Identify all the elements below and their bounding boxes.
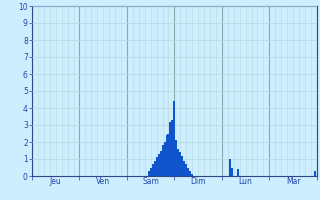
Bar [173,101,175,176]
Bar [164,142,165,176]
Bar [183,161,185,176]
Bar [187,168,189,176]
Bar [157,154,160,176]
Bar [237,169,239,176]
Bar [170,122,172,176]
Bar [156,157,157,176]
Bar [160,150,162,176]
Bar [162,145,164,176]
Bar [191,174,193,176]
Bar [179,152,181,176]
Bar [172,120,173,176]
Bar [185,164,187,176]
Bar [177,149,179,176]
Bar [181,156,183,176]
Bar [231,168,233,176]
Bar [314,171,316,176]
Bar [152,164,154,176]
Bar [165,135,167,176]
Bar [229,159,231,176]
Bar [167,134,170,176]
Bar [175,140,177,176]
Bar [148,171,150,176]
Bar [189,171,191,176]
Bar [154,161,156,176]
Bar [150,168,152,176]
